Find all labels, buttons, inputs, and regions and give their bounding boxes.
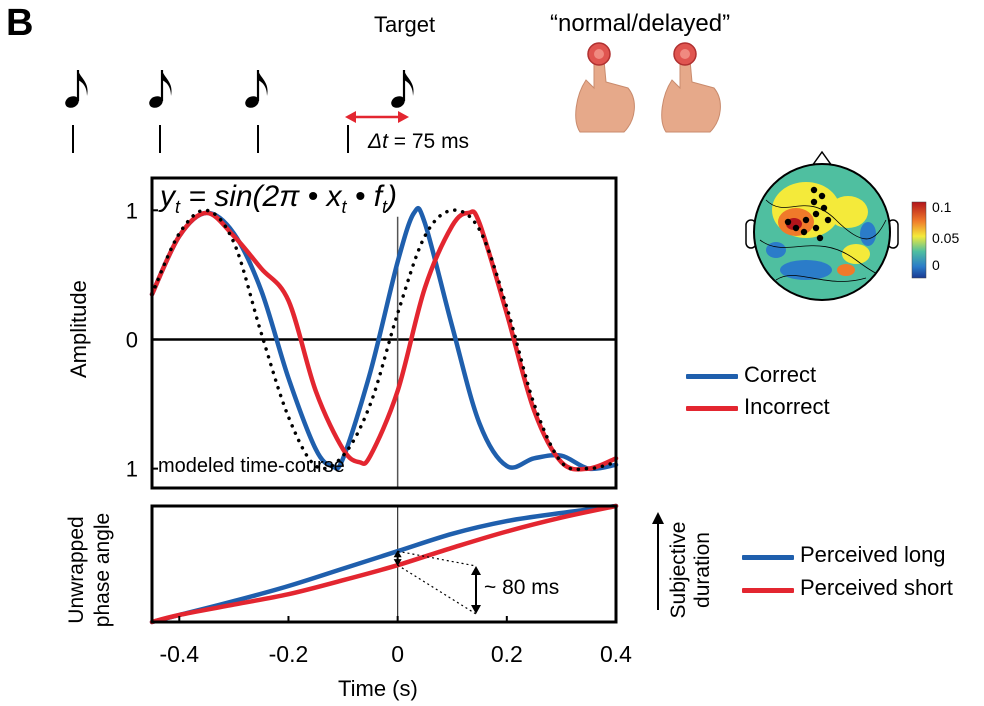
topographic-map: 0.1 0.05 0 xyxy=(745,150,959,301)
eighth-note-icon xyxy=(245,70,268,108)
x-tick-label: 0.2 xyxy=(491,641,523,667)
y-tick-label: 1 xyxy=(126,457,138,482)
arrowhead-icon xyxy=(471,605,481,614)
tapping-hand-icon xyxy=(661,42,721,133)
arrowhead-icon xyxy=(471,566,481,575)
legend-swatch-long xyxy=(742,555,794,560)
legend-label-short: Perceived short xyxy=(800,575,953,600)
projection-line xyxy=(397,564,477,615)
tapping-hand-icon xyxy=(575,42,635,133)
legend-label-correct: Correct xyxy=(744,362,817,387)
series-line-perceived-short xyxy=(149,503,619,625)
eighth-note-icon xyxy=(149,70,172,108)
delta-value: = 75 ms xyxy=(387,130,470,153)
amplitude-chart: 1 0 1 xyxy=(126,176,619,490)
stimulus-diagram xyxy=(65,42,721,153)
legend-swatch-correct xyxy=(686,374,738,379)
equation: yt = sin(2π • xt • ft) xyxy=(160,180,398,217)
target-label: Target xyxy=(374,12,436,37)
phase-axis-label: Unwrapped phase angle xyxy=(65,512,114,628)
series-line-incorrect xyxy=(149,209,619,472)
x-tick-label: 0.4 xyxy=(600,641,632,667)
eighth-note-icon xyxy=(65,70,88,108)
x-tick-label: 0 xyxy=(391,641,404,667)
colorbar xyxy=(911,201,927,279)
colorbar-tick: 0.1 xyxy=(932,199,952,215)
x-axis-label: Time (s) xyxy=(338,676,418,701)
legend-label-incorrect: Incorrect xyxy=(744,394,830,419)
delta-t-label: Δt = 75 ms xyxy=(368,130,469,154)
projection-line xyxy=(397,550,477,567)
panel-letter: B xyxy=(6,2,34,44)
delta-arrow-icon xyxy=(345,111,409,123)
colorbar-tick: 0.05 xyxy=(932,230,959,246)
annotation-80ms: ~ 80 ms xyxy=(484,576,560,599)
colorbar-tick: 0 xyxy=(932,257,940,273)
y-tick-label: 0 xyxy=(126,327,138,352)
delta-symbol: Δt xyxy=(368,130,388,153)
legend-label-long: Perceived long xyxy=(800,542,946,567)
arrowhead-icon xyxy=(393,550,402,558)
legend-swatch-short xyxy=(742,588,794,593)
plot-frame xyxy=(150,504,618,624)
subjective-duration-label: Subjective duration xyxy=(667,521,714,619)
up-arrow-icon xyxy=(652,512,664,610)
x-tick-label: -0.2 xyxy=(269,641,309,667)
response-label: “normal/delayed” xyxy=(550,10,731,37)
y-tick-label: 1 xyxy=(126,198,138,223)
eighth-note-icon xyxy=(391,70,414,108)
arrowhead-icon xyxy=(393,559,402,567)
x-tick-label: -0.4 xyxy=(159,641,199,667)
annotation-modeled: modeled time-course xyxy=(158,455,345,477)
plot-frame xyxy=(150,176,618,490)
legend-swatch-incorrect xyxy=(686,406,738,411)
